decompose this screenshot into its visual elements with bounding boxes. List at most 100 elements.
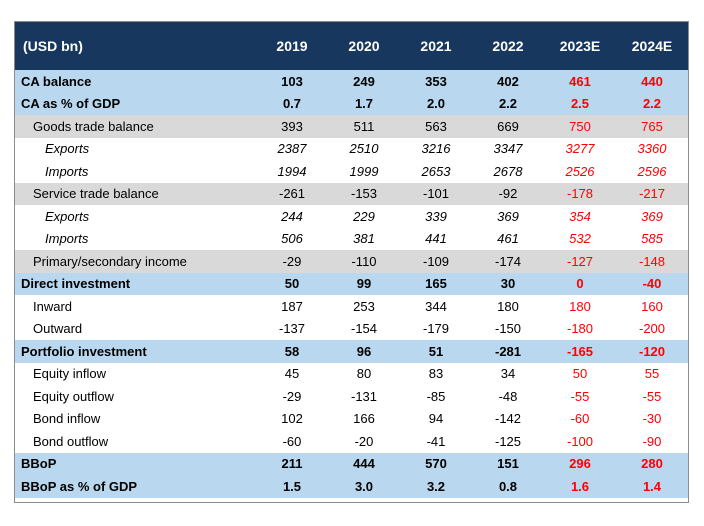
cell-value: 1999 — [349, 163, 379, 179]
cell-value: 441 — [425, 231, 447, 247]
cell-value: -60 — [282, 433, 302, 449]
cell-value: 50 — [256, 272, 328, 295]
cell-value: 3216 — [421, 141, 451, 157]
table-row: Bond outflow -60 -20 -41 -125 -100 -90 — [15, 430, 688, 453]
cell-value: 1994 — [277, 163, 307, 179]
cell-value: 30 — [472, 272, 544, 295]
estimate-value: -30 — [642, 411, 662, 427]
balance-of-payments-table-frame: (USD bn) 2019 2020 2021 2022 2023E 2024E… — [14, 21, 689, 503]
cell-value: 34 — [500, 366, 516, 382]
cell-value: 151 — [472, 452, 544, 475]
estimate-value: 354 — [569, 208, 591, 224]
cell-value: -153 — [328, 182, 400, 205]
balance-of-payments-table: (USD bn) 2019 2020 2021 2022 2023E 2024E… — [15, 22, 688, 498]
estimate-value: -60 — [570, 411, 590, 427]
row-label: Bond inflow — [33, 411, 101, 427]
cell-value: 3.0 — [328, 475, 400, 498]
estimate-value: -55 — [642, 388, 662, 404]
cell-value: 1.5 — [256, 475, 328, 498]
cell-value: -142 — [494, 411, 522, 427]
estimate-value: 3360 — [637, 141, 667, 157]
cell-value: 45 — [284, 366, 300, 382]
estimate-value: 1.6 — [544, 475, 616, 498]
table-row: Primary/secondary income -29 -110 -109 -… — [15, 250, 688, 273]
row-label: Imports — [45, 163, 89, 179]
estimate-value: -100 — [566, 433, 594, 449]
cell-value: 166 — [353, 411, 375, 427]
cell-value: -137 — [278, 321, 306, 337]
row-label: Direct investment — [15, 272, 256, 295]
cell-value: -261 — [256, 182, 328, 205]
row-label: Primary/secondary income — [15, 250, 256, 273]
estimate-value: 765 — [616, 115, 688, 138]
estimate-value: 1.4 — [616, 475, 688, 498]
cell-value: -131 — [350, 388, 378, 404]
row-label: BBoP — [15, 452, 256, 475]
year-header: 2020 — [328, 22, 400, 70]
cell-value: 94 — [428, 411, 444, 427]
cell-value: -179 — [422, 321, 450, 337]
estimate-value: 440 — [616, 70, 688, 93]
table-row: Outward -137 -154 -179 -150 -180 -200 — [15, 318, 688, 341]
cell-value: 96 — [328, 340, 400, 363]
table-row: Imports 1994 1999 2653 2678 2526 2596 — [15, 160, 688, 183]
row-label: Imports — [45, 231, 89, 247]
year-header: 2024E — [616, 22, 688, 70]
table-row: Equity inflow 45 80 83 34 50 55 — [15, 363, 688, 386]
cell-value: -29 — [282, 388, 302, 404]
row-label: Equity inflow — [33, 366, 106, 382]
estimate-value: 532 — [569, 231, 591, 247]
cell-value: -174 — [472, 250, 544, 273]
cell-value: 2.2 — [472, 92, 544, 115]
estimate-value: -178 — [544, 182, 616, 205]
cell-value: -109 — [400, 250, 472, 273]
estimate-value: 750 — [544, 115, 616, 138]
cell-value: 344 — [425, 298, 447, 314]
estimate-value: 369 — [641, 208, 663, 224]
cell-value: 570 — [400, 452, 472, 475]
estimate-value: -217 — [616, 182, 688, 205]
estimate-value: 296 — [544, 452, 616, 475]
table-row: BBoP 211 444 570 151 296 280 — [15, 452, 688, 475]
cell-value: 0.8 — [472, 475, 544, 498]
year-header: 2019 — [256, 22, 328, 70]
estimate-value: -200 — [638, 321, 666, 337]
year-header: 2021 — [400, 22, 472, 70]
estimate-value: 160 — [641, 298, 663, 314]
cell-value: -281 — [472, 340, 544, 363]
row-label: Inward — [33, 298, 73, 314]
table-row: Inward 187 253 344 180 180 160 — [15, 295, 688, 318]
estimate-value: -127 — [544, 250, 616, 273]
row-label: Exports — [45, 208, 90, 224]
table-row: Exports 2387 2510 3216 3347 3277 3360 — [15, 138, 688, 161]
table-row: CA as % of GDP 0.7 1.7 2.0 2.2 2.5 2.2 — [15, 92, 688, 115]
estimate-value: -165 — [544, 340, 616, 363]
estimate-value: -180 — [566, 321, 594, 337]
estimate-value: -148 — [616, 250, 688, 273]
cell-value: 2653 — [421, 163, 451, 179]
table-row: Direct investment 50 99 165 30 0 -40 — [15, 272, 688, 295]
estimate-value: -90 — [642, 433, 662, 449]
cell-value: 229 — [353, 208, 375, 224]
table-row: Imports 506 381 441 461 532 585 — [15, 228, 688, 251]
cell-value: -20 — [354, 433, 374, 449]
estimate-value: 180 — [569, 298, 591, 314]
estimate-value: 585 — [641, 231, 663, 247]
year-header: 2023E — [544, 22, 616, 70]
cell-value: 353 — [400, 70, 472, 93]
cell-value: -48 — [498, 388, 518, 404]
table-row: BBoP as % of GDP 1.5 3.0 3.2 0.8 1.6 1.4 — [15, 475, 688, 498]
cell-value: -41 — [426, 433, 446, 449]
table-row: Service trade balance -261 -153 -101 -92… — [15, 182, 688, 205]
row-label: Service trade balance — [15, 182, 256, 205]
estimate-value: 280 — [616, 452, 688, 475]
cell-value: -85 — [426, 388, 446, 404]
estimate-value: 2.5 — [544, 92, 616, 115]
estimate-value: -55 — [570, 388, 590, 404]
cell-value: 2.0 — [400, 92, 472, 115]
cell-value: 253 — [353, 298, 375, 314]
cell-value: -125 — [494, 433, 522, 449]
cell-value: 80 — [356, 366, 372, 382]
row-label: BBoP as % of GDP — [15, 475, 256, 498]
cell-value: 461 — [497, 231, 519, 247]
